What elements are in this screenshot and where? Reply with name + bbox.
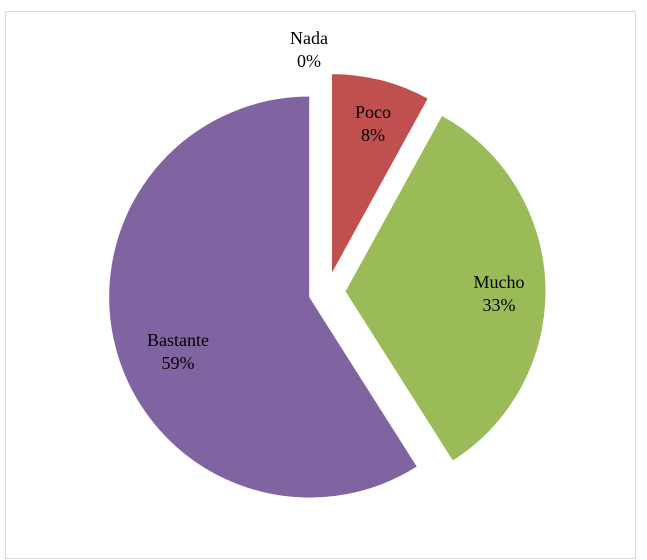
pie-slice-mucho: [344, 114, 547, 462]
data-label-poco-category: Poco: [355, 102, 391, 122]
data-label-mucho: Mucho 33%: [474, 272, 525, 315]
pie-slices: [108, 73, 547, 499]
data-label-nada-percent: 0%: [297, 51, 321, 71]
pie-slice-bastante: [108, 95, 419, 499]
pie-slice-poco: [330, 73, 429, 275]
data-label-bastante: Bastante 59%: [147, 330, 209, 373]
data-label-nada: Nada 0%: [290, 28, 328, 71]
data-label-nada-category: Nada: [290, 28, 328, 48]
data-label-poco-percent: 8%: [361, 125, 385, 145]
data-label-poco: Poco 8%: [355, 102, 391, 145]
data-label-bastante-percent: 59%: [162, 353, 195, 373]
data-label-mucho-percent: 33%: [483, 295, 516, 315]
data-label-mucho-category: Mucho: [474, 272, 525, 292]
pie-labels: Nada 0% Poco 8% Mucho 33% Bastante 59%: [147, 28, 524, 373]
data-label-bastante-category: Bastante: [147, 330, 209, 350]
